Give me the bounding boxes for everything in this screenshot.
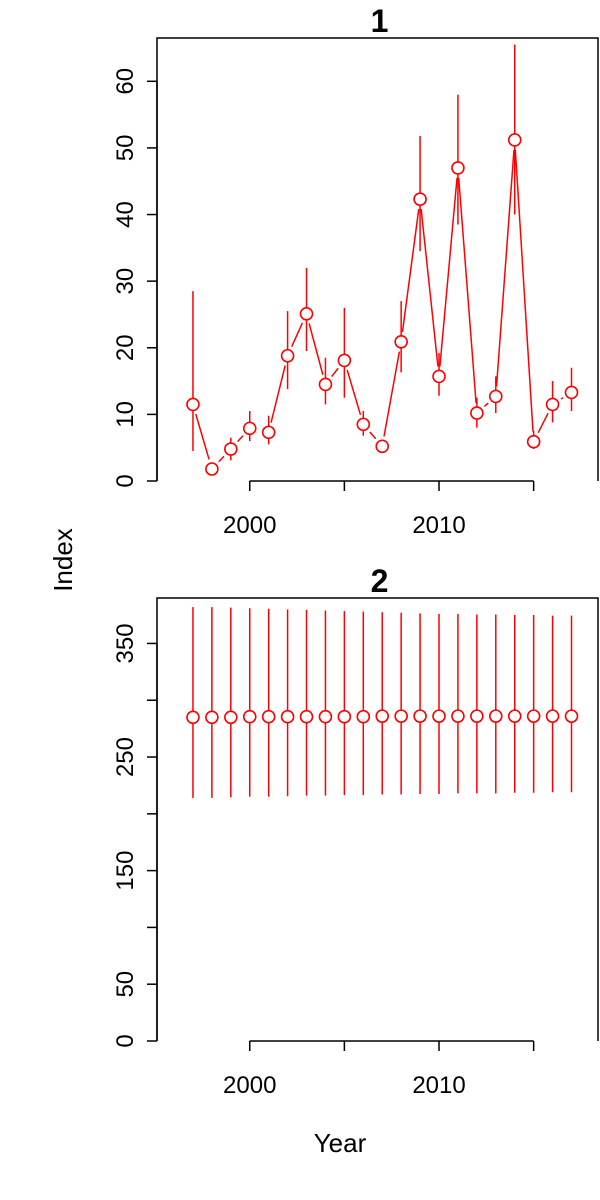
panel-title: 1: [371, 3, 389, 39]
data-point: [375, 709, 390, 723]
connector-line: [331, 367, 339, 378]
data-point: [242, 709, 257, 724]
y-tick-label: 0: [112, 474, 139, 487]
data-point: [186, 710, 200, 725]
connector-line: [195, 413, 210, 460]
data-point: [488, 709, 503, 723]
data-point: [261, 425, 276, 440]
panel-title: 2: [371, 563, 389, 599]
x-tick-label: 2010: [412, 512, 465, 539]
y-tick-label: 150: [112, 851, 139, 891]
data-point: [299, 306, 314, 321]
connector-line: [420, 209, 439, 367]
data-point: [451, 709, 465, 723]
data-point: [356, 709, 371, 724]
data-point: [356, 417, 371, 432]
data-point: [432, 369, 446, 384]
connector-line: [308, 323, 324, 375]
connector-line: [369, 431, 377, 440]
y-tick-label: 30: [112, 268, 139, 295]
data-point: [318, 709, 333, 724]
connector-line: [346, 369, 362, 415]
data-point: [451, 161, 465, 175]
x-tick-label: 2010: [412, 1072, 465, 1099]
data-point: [337, 353, 352, 368]
data-point: [526, 434, 541, 449]
data-point: [545, 397, 560, 412]
x-tick-label: 2000: [223, 512, 276, 539]
x-tick-label: 2000: [223, 1072, 276, 1099]
connector-line: [218, 455, 225, 463]
series: [186, 44, 579, 476]
data-point: [205, 462, 219, 476]
data-point: [564, 709, 579, 723]
connector-line: [537, 412, 549, 434]
data-point: [507, 709, 522, 723]
data-point: [280, 348, 295, 363]
data-point: [564, 385, 579, 400]
connector-line: [291, 322, 304, 347]
data-point: [375, 439, 390, 454]
data-point: [413, 192, 427, 207]
data-point: [526, 709, 541, 723]
y-tick-label: 40: [112, 201, 139, 228]
data-point: [318, 377, 333, 392]
data-point: [507, 133, 522, 147]
panel-2: 2 0 50 150 250 350 2000 2010: [112, 563, 599, 1099]
data-point: [224, 442, 238, 456]
connector-line: [495, 149, 515, 387]
connector-line: [439, 177, 458, 367]
data-point: [545, 709, 560, 723]
data-point: [186, 397, 200, 412]
y-axis-label: Index: [48, 528, 78, 592]
data-point: [394, 709, 408, 723]
y-tick-label: 0: [112, 1034, 139, 1047]
data-point: [242, 421, 257, 436]
connector-line: [383, 351, 401, 437]
y-tick-label: 60: [112, 68, 139, 95]
data-point: [413, 709, 427, 723]
y-tick-label: 50: [112, 135, 139, 162]
plot-frame: [156, 597, 599, 1041]
y-tick-label: 20: [112, 334, 139, 361]
data-point: [470, 709, 484, 723]
connector-line: [270, 365, 286, 423]
connector-line: [457, 177, 477, 404]
data-point: [470, 406, 484, 420]
connector-line: [514, 149, 534, 432]
y-tick-label: 10: [112, 401, 139, 428]
data-point: [394, 334, 408, 349]
data-point: [299, 709, 314, 724]
connector-line: [237, 435, 244, 443]
y-tick-label: 350: [112, 623, 139, 663]
data-point: [337, 709, 352, 724]
x-axis-label: Year: [314, 1128, 367, 1158]
data-point: [432, 709, 446, 723]
data-point: [280, 709, 295, 724]
connector-line: [483, 402, 489, 408]
data-point: [205, 710, 219, 725]
connector-line: [560, 397, 564, 400]
data-point: [488, 389, 503, 404]
connector-line: [401, 209, 420, 332]
series: [186, 607, 579, 798]
y-tick-label: 50: [112, 971, 139, 998]
y-tick-label: 250: [112, 737, 139, 777]
data-point: [224, 710, 238, 725]
data-point: [261, 709, 276, 724]
